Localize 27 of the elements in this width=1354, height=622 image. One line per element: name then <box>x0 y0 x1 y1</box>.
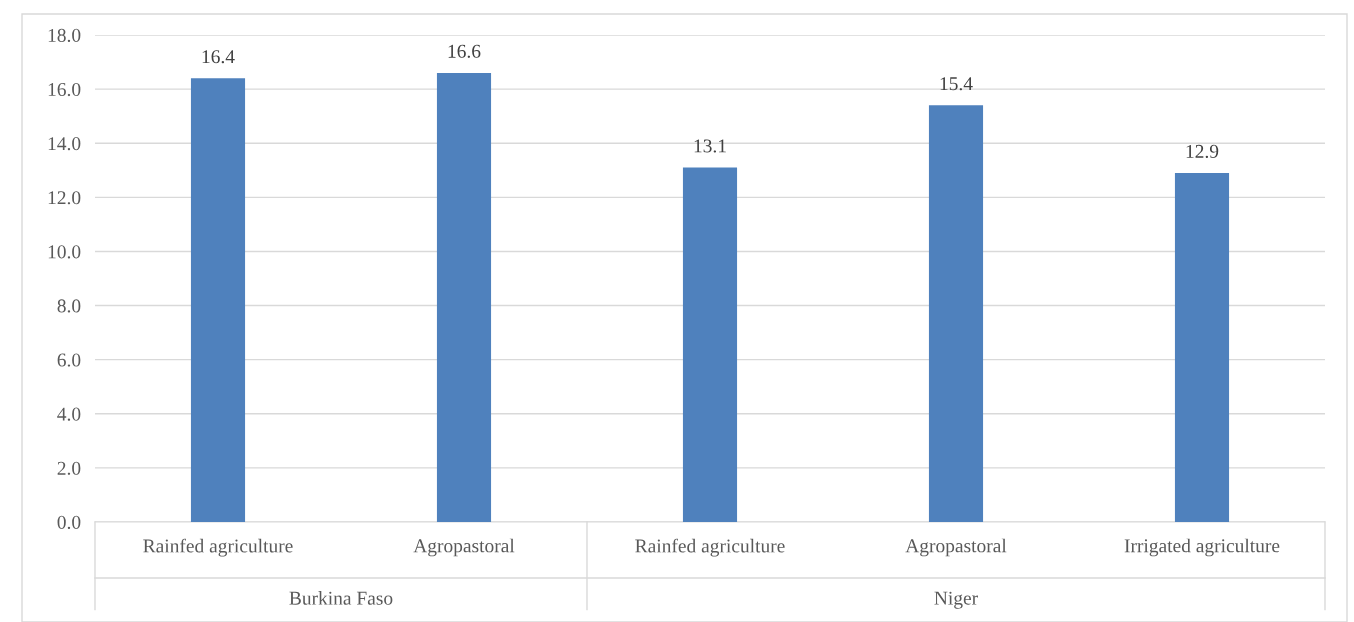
y-tick-label: 0.0 <box>57 515 81 530</box>
y-tick-label: 14.0 <box>48 137 81 151</box>
text: Niger <box>934 591 978 609</box>
y-tick-label: 4.0 <box>57 407 81 421</box>
bar <box>928 105 984 522</box>
data-label: 12.9 <box>1186 144 1219 159</box>
x-tick-label: Agropastoral <box>905 538 1007 557</box>
text: Burkina Faso <box>289 591 393 605</box>
y-tick-label: 2.0 <box>57 461 81 475</box>
y-tick-label: 10.0 <box>48 245 81 259</box>
data-label: 15.4 <box>940 77 973 91</box>
bar <box>682 167 738 522</box>
y-tick-label: 6.0 <box>57 353 81 367</box>
x-tick-label: Rainfed agriculture <box>143 538 293 557</box>
bar <box>1174 172 1230 522</box>
x-tick-label: Irrigated agriculture <box>1124 538 1280 557</box>
data-label: 16.6 <box>448 44 481 58</box>
data-label: 16.4 <box>202 50 235 64</box>
bar <box>190 78 246 522</box>
y-tick-label: 16.0 <box>48 82 81 97</box>
y-tick-label: 18.0 <box>48 28 81 43</box>
y-tick-label: 12.0 <box>48 191 81 205</box>
data-label: 13.1 <box>694 139 726 153</box>
x-tick-label: Rainfed agriculture <box>635 538 785 557</box>
x-tick-label: Agropastoral <box>413 538 515 557</box>
y-tick-label: 8.0 <box>57 299 81 313</box>
bar <box>436 72 492 522</box>
